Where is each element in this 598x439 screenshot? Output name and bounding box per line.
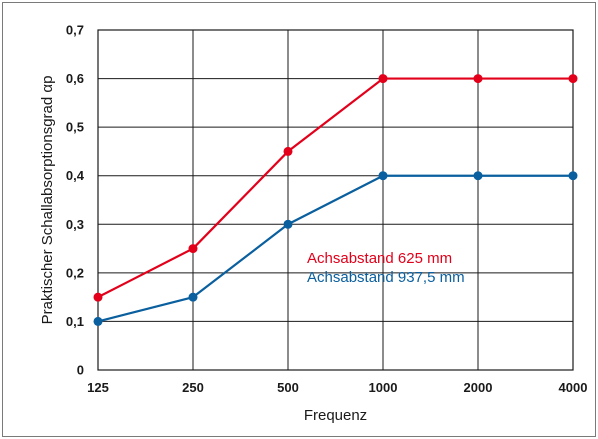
data-point <box>93 292 103 302</box>
data-point <box>378 74 388 84</box>
x-tick-labels: 125 250 500 1000 2000 4000 <box>87 380 587 395</box>
y-tick-label: 0,5 <box>66 120 84 135</box>
series-0 <box>93 74 578 302</box>
data-point <box>378 171 388 181</box>
x-tick-label: 500 <box>277 380 299 395</box>
y-tick-label: 0,2 <box>66 265 84 280</box>
y-axis-label: Praktischer Schallabsorptionsgrad αp <box>39 76 56 325</box>
series-line <box>97 77 573 299</box>
series-1 <box>93 171 578 326</box>
plot-area <box>97 29 574 371</box>
y-tick-labels: 0 0,1 0,2 0,3 0,4 0,5 0,6 0,7 <box>66 23 85 378</box>
x-tick-label: 250 <box>182 380 204 395</box>
data-point <box>188 292 198 302</box>
legend-entry: Achsabstand 937,5 mm <box>307 269 465 286</box>
y-tick-label: 0,7 <box>66 23 84 38</box>
y-tick-label: 0,1 <box>66 314 84 329</box>
data-point <box>283 219 293 229</box>
y-tick-label: 0,6 <box>66 71 84 86</box>
series-group <box>93 74 578 326</box>
legend-entry: Achsabstand 625 mm <box>307 250 452 267</box>
data-point <box>188 244 198 254</box>
data-point <box>473 171 483 181</box>
x-axis-label: Frequenz <box>304 407 367 424</box>
x-tick-label: 4000 <box>559 380 588 395</box>
x-tick-label: 2000 <box>464 380 493 395</box>
data-point <box>568 74 578 84</box>
legend: Achsabstand 625 mm Achsabstand 937,5 mm <box>307 250 465 286</box>
y-tick-label: 0,3 <box>66 217 84 232</box>
series-line <box>97 174 573 323</box>
data-point <box>568 171 578 181</box>
x-tick-label: 125 <box>87 380 109 395</box>
y-tick-label: 0 <box>77 363 84 378</box>
data-point <box>473 74 483 84</box>
y-tick-label: 0,4 <box>66 168 85 183</box>
x-tick-label: 1000 <box>369 380 398 395</box>
data-point <box>93 316 103 326</box>
data-point <box>283 146 293 156</box>
